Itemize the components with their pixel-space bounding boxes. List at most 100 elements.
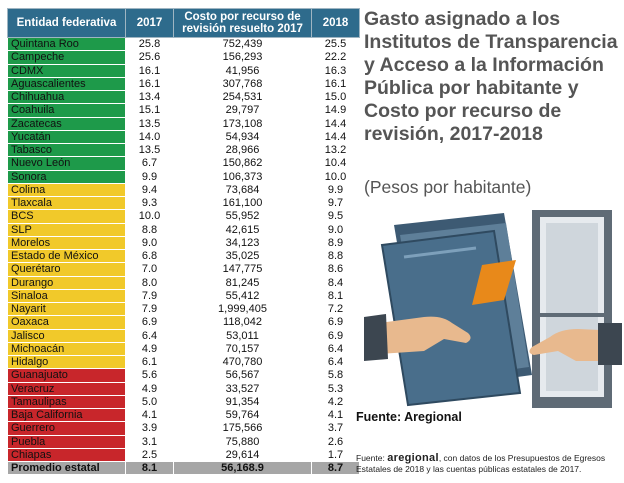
cell-2017: 13.4 bbox=[125, 89, 174, 105]
cell-2018: 16.1 bbox=[311, 76, 360, 92]
cell-costo: 175,566 bbox=[173, 421, 312, 436]
cell-2018: 16.3 bbox=[311, 63, 360, 78]
cell-entidad: Tlaxcala bbox=[7, 195, 126, 211]
table-header-row: Entidad federativa 2017 Costo por recurs… bbox=[7, 8, 360, 38]
cell-entidad: Morelos bbox=[7, 235, 126, 251]
cell-costo: 59,764 bbox=[173, 407, 312, 423]
table-row: Nayarit 7.9 1,999,405 7.2 bbox=[7, 301, 360, 317]
cell-2018: 10.0 bbox=[311, 169, 360, 184]
cell-2017: 9.4 bbox=[125, 182, 174, 198]
cell-2018: 8.1 bbox=[311, 288, 360, 304]
footnote-prefix: Fuente: bbox=[356, 453, 385, 463]
giving-sleeve bbox=[364, 314, 388, 361]
cell-2018: 3.7 bbox=[311, 421, 360, 436]
cell-2017: 6.1 bbox=[125, 354, 174, 370]
cell-costo: 470,780 bbox=[173, 354, 312, 370]
cell-2018: 6.9 bbox=[311, 328, 360, 343]
cell-2017: 14.0 bbox=[125, 129, 174, 145]
cell-entidad: Michoacán bbox=[7, 341, 126, 357]
cell-entidad: Nuevo León bbox=[7, 156, 126, 171]
cell-2017: 10.0 bbox=[125, 209, 174, 224]
cell-entidad: Veracruz bbox=[7, 381, 126, 396]
table-row: Sinaloa 7.9 55,412 8.1 bbox=[7, 288, 360, 304]
table-row: SLP 8.8 42,615 9.0 bbox=[7, 222, 360, 237]
cell-entidad: Chiapas bbox=[7, 447, 126, 463]
table-row: Zacatecas 13.5 173,108 14.4 bbox=[7, 116, 360, 131]
cell-2017: 4.9 bbox=[125, 341, 174, 357]
header-costo: Costo por recurso de revisión resuelto 2… bbox=[173, 8, 312, 38]
giving-hand bbox=[364, 316, 471, 355]
cell-entidad: CDMX bbox=[7, 63, 126, 78]
cell-entidad: Nayarit bbox=[7, 301, 126, 317]
cell-costo: 55,952 bbox=[173, 209, 312, 224]
cell-2017: 3.9 bbox=[125, 421, 174, 436]
table-row: Tamaulipas 5.0 91,354 4.2 bbox=[7, 394, 360, 410]
folder-handover-icon bbox=[364, 210, 622, 408]
cell-costo: 28,966 bbox=[173, 142, 312, 158]
cell-costo: 56,567 bbox=[173, 368, 312, 383]
table-row: Guerrero 3.9 175,566 3.7 bbox=[7, 421, 360, 436]
total-row: Promedio estatal 8.1 56,168.9 8.7 bbox=[7, 460, 360, 476]
cell-2017: 5.0 bbox=[125, 394, 174, 410]
cell-entidad: Yucatán bbox=[7, 129, 126, 145]
table-row: Veracruz 4.9 33,527 5.3 bbox=[7, 381, 360, 396]
page-subtitle: (Pesos por habitante) bbox=[364, 177, 532, 197]
cell-2018: 9.7 bbox=[311, 195, 360, 211]
cell-costo: 156,293 bbox=[173, 50, 312, 65]
cell-2018: 6.4 bbox=[311, 341, 360, 357]
cell-entidad: Guerrero bbox=[7, 421, 126, 436]
folder-highlight bbox=[403, 246, 477, 259]
table-row: Oaxaca 6.9 118,042 6.9 bbox=[7, 315, 360, 330]
cell-costo: 81,245 bbox=[173, 275, 312, 290]
cell-2018: 9.5 bbox=[311, 209, 360, 224]
cell-2017: 13.5 bbox=[125, 116, 174, 131]
cell-2018: 25.5 bbox=[311, 36, 360, 52]
cell-costo: 91,354 bbox=[173, 394, 312, 410]
total-entidad: Promedio estatal bbox=[7, 460, 126, 476]
cell-costo: 70,157 bbox=[173, 341, 312, 357]
cell-2018: 9.0 bbox=[311, 222, 360, 237]
table-row: Baja California 4.1 59,764 4.1 bbox=[7, 407, 360, 423]
table-row: Quintana Roo 25.8 752,439 25.5 bbox=[7, 36, 360, 52]
table-row: BCS 10.0 55,952 9.5 bbox=[7, 209, 360, 224]
table-row: Querétaro 7.0 147,775 8.6 bbox=[7, 262, 360, 277]
window-inner bbox=[546, 223, 598, 391]
cell-2017: 2.5 bbox=[125, 447, 174, 463]
footnote-brand: aregional bbox=[387, 452, 439, 464]
cell-2018: 8.9 bbox=[311, 235, 360, 251]
table-row: Coahuila 15.1 29,797 14.9 bbox=[7, 103, 360, 118]
cell-2018: 22.2 bbox=[311, 50, 360, 65]
cell-costo: 106,373 bbox=[173, 169, 312, 184]
table-row: Chiapas 2.5 29,614 1.7 bbox=[7, 447, 360, 463]
cell-costo: 1,999,405 bbox=[173, 301, 312, 317]
table-row: CDMX 16.1 41,956 16.3 bbox=[7, 63, 360, 78]
cell-2017: 6.7 bbox=[125, 156, 174, 171]
cell-2017: 7.0 bbox=[125, 262, 174, 277]
cell-2018: 5.3 bbox=[311, 381, 360, 396]
table-row: Yucatán 14.0 54,934 14.4 bbox=[7, 129, 360, 145]
cell-2017: 6.8 bbox=[125, 248, 174, 264]
table-row: Estado de México 6.8 35,025 8.8 bbox=[7, 248, 360, 264]
cell-entidad: Sonora bbox=[7, 169, 126, 184]
table-row: Chihuahua 13.4 254,531 15.0 bbox=[7, 89, 360, 105]
cell-2018: 6.9 bbox=[311, 315, 360, 330]
cell-costo: 75,880 bbox=[173, 434, 312, 449]
header-entidad: Entidad federativa bbox=[7, 8, 126, 38]
table-row: Colima 9.4 73,684 9.9 bbox=[7, 182, 360, 198]
cell-entidad: Baja California bbox=[7, 407, 126, 423]
cell-2017: 9.3 bbox=[125, 195, 174, 211]
cell-costo: 254,531 bbox=[173, 89, 312, 105]
cell-entidad: Tamaulipas bbox=[7, 394, 126, 410]
cell-entidad: Colima bbox=[7, 182, 126, 198]
table-row: Guanajuato 5.6 56,567 5.8 bbox=[7, 368, 360, 383]
table-row: Michoacán 4.9 70,157 6.4 bbox=[7, 341, 360, 357]
source-footnote: Fuente: aregional, con datos de los Pres… bbox=[356, 453, 622, 474]
cell-2018: 15.0 bbox=[311, 89, 360, 105]
cell-entidad: Tabasco bbox=[7, 142, 126, 158]
cell-costo: 41,956 bbox=[173, 63, 312, 78]
table-row: Tlaxcala 9.3 161,100 9.7 bbox=[7, 195, 360, 211]
page-title: Gasto asignado a los Institutos de Trans… bbox=[364, 8, 618, 145]
cell-2018: 14.4 bbox=[311, 129, 360, 145]
cell-costo: 33,527 bbox=[173, 381, 312, 396]
cell-2018: 7.2 bbox=[311, 301, 360, 317]
